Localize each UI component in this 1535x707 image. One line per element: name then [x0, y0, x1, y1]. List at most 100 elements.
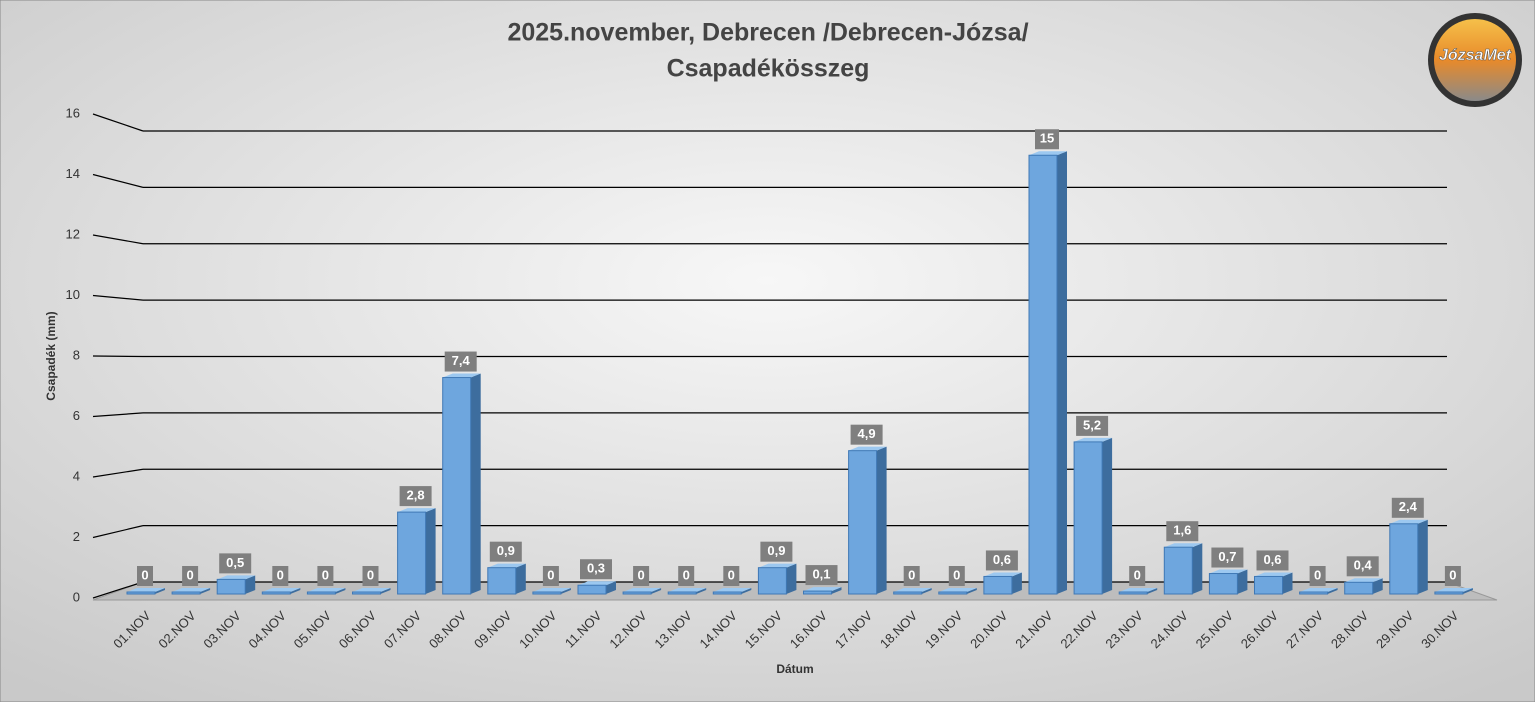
bar-top [262, 588, 301, 592]
bar-top [352, 588, 391, 592]
bar-top [1119, 588, 1158, 592]
bar [803, 590, 832, 595]
value-label-box [1211, 547, 1244, 568]
value-label-box [1309, 566, 1326, 586]
value-label: 0,6 [993, 552, 1011, 567]
bar-group: 0 [712, 566, 752, 595]
bar [1118, 591, 1148, 595]
bar-side [1417, 519, 1428, 594]
y-tick-label: 10 [66, 287, 80, 302]
value-label: 0 [683, 567, 690, 582]
y-tick-label: 16 [66, 105, 80, 120]
bar [1208, 573, 1238, 595]
value-label-box [182, 566, 199, 586]
bar-side [1282, 572, 1293, 594]
bar [1254, 575, 1283, 595]
bar-group: 15 [1028, 129, 1067, 595]
bar-top [307, 588, 346, 592]
bar-group: 0 [306, 566, 346, 595]
bar-group: 2,4 [1389, 497, 1428, 595]
bar [487, 567, 517, 595]
y-tick-label: 14 [66, 166, 80, 181]
value-label-box [850, 424, 883, 445]
value-label: 0,7 [1218, 549, 1236, 564]
bar [216, 578, 246, 595]
bar-group: 1,6 [1163, 521, 1203, 595]
bar [1299, 591, 1329, 595]
bar [848, 450, 878, 595]
bar-side [1057, 151, 1067, 594]
bar-top [893, 588, 932, 592]
bar-group: 0 [1299, 566, 1338, 595]
bar-side [335, 588, 346, 594]
bar [352, 591, 381, 595]
bar [757, 567, 787, 595]
bar-top [127, 588, 165, 592]
value-label-box [805, 565, 838, 586]
value-label: 0 [637, 567, 644, 582]
bar-side [1011, 572, 1022, 594]
logo-face [1434, 19, 1516, 101]
bar-side [741, 588, 752, 594]
value-label-box [1346, 556, 1379, 577]
bar-side [1327, 588, 1338, 594]
bar-group: 0,6 [983, 550, 1022, 595]
value-label: 1,6 [1173, 523, 1191, 538]
bar-top [623, 588, 662, 592]
bar [712, 591, 742, 595]
bar-side [200, 588, 211, 594]
bar-side [966, 588, 977, 594]
y-tick-label: 0 [73, 589, 80, 604]
value-label-box [903, 566, 920, 586]
bar [577, 584, 607, 595]
value-label-box [1166, 521, 1199, 542]
bar-top [578, 581, 616, 586]
bar-group: 0 [893, 566, 932, 595]
tick-mark [92, 355, 144, 358]
tick-mark [92, 412, 144, 418]
value-label-box [219, 553, 252, 574]
bar-top [1434, 588, 1473, 592]
bar [442, 377, 472, 595]
value-label-box [633, 566, 650, 586]
bar-group: 7,4 [442, 351, 481, 595]
bar [171, 591, 201, 595]
tick-mark [92, 294, 144, 301]
bar-side [876, 446, 887, 594]
value-label-box [489, 541, 522, 562]
bar-group: 0 [1118, 566, 1158, 595]
bar-group: 0 [938, 566, 977, 595]
bar-side [560, 588, 571, 594]
bar-side [290, 588, 301, 594]
value-label: 0 [1134, 567, 1141, 582]
value-label: 2,8 [407, 488, 425, 503]
value-label-box [137, 566, 153, 586]
bar-side [1237, 569, 1248, 594]
bar-group: 0 [667, 566, 707, 595]
value-label-box [985, 550, 1018, 571]
bar [1344, 581, 1374, 595]
bar-top [1299, 588, 1338, 592]
bar [983, 575, 1013, 595]
bar-group: 0,4 [1344, 556, 1383, 595]
bar-group: 4,9 [848, 424, 887, 595]
tick-mark [92, 234, 144, 245]
value-label-box [399, 486, 432, 507]
value-label-box [317, 566, 334, 586]
y-tick-label: 6 [73, 408, 80, 423]
value-label: 0 [953, 567, 960, 582]
value-label: 0 [1449, 567, 1456, 582]
bar-top [1254, 572, 1293, 577]
bar-side [831, 587, 842, 594]
tick-mark [92, 113, 144, 132]
bar [1028, 154, 1058, 595]
y-axis-label: Csapadék (mm) [44, 311, 58, 400]
value-label: 0 [322, 567, 329, 582]
bar-side [606, 581, 616, 594]
value-label-box [1035, 129, 1059, 150]
bar-top [397, 508, 436, 513]
bar-side [1147, 588, 1158, 594]
bar-top [1074, 437, 1113, 442]
bar [622, 591, 652, 595]
bar-side [155, 588, 165, 594]
